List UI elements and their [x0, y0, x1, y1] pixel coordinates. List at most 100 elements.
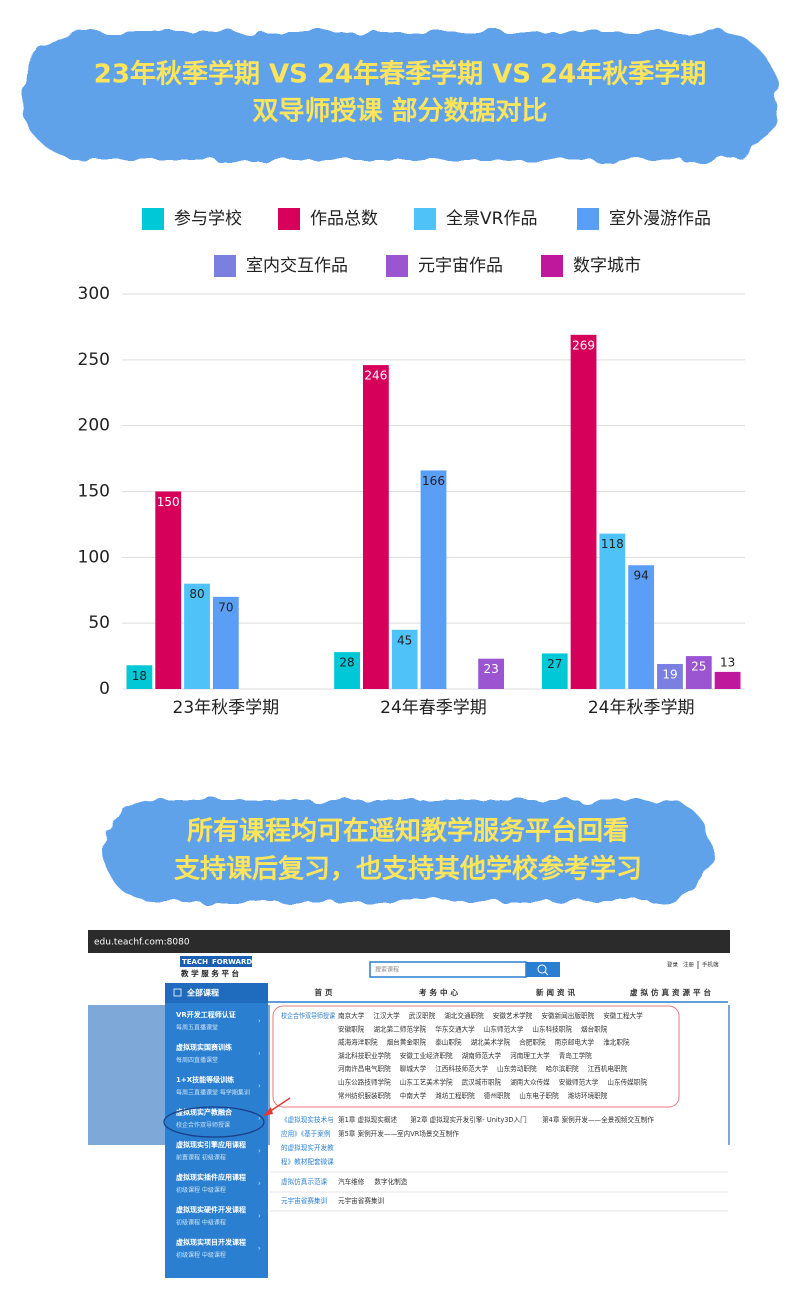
logo-text: TEACH: [182, 958, 208, 966]
highlight-ellipse: [163, 1106, 265, 1138]
bar: [541, 653, 568, 689]
sidebar: [165, 983, 268, 1278]
partner-school: 山东师范大学: [484, 1024, 524, 1033]
sidebar-item[interactable]: 虚拟现实引擎应用课程: [176, 1140, 246, 1149]
sidebar-item[interactable]: 虚拟现实产教融合: [176, 1108, 233, 1117]
top-link[interactable]: 手机端: [702, 961, 719, 969]
value-label: 94: [634, 569, 649, 583]
partner-school: 安徽师范大学: [559, 1078, 599, 1087]
value-label: 23: [483, 662, 498, 676]
arrow-head: [263, 1107, 273, 1116]
logo-box: [180, 956, 252, 967]
top-link[interactable]: 注册: [683, 961, 695, 969]
chevron: ›: [258, 1017, 261, 1025]
sidebar-item[interactable]: 1+X技能等级训练: [176, 1075, 234, 1084]
website-screenshot: edu.teachf.com:8080 TEACH FORWARD 教 学 服 …: [88, 930, 730, 1278]
sidebar-item[interactable]: 虚拟现实硬件开发课程: [176, 1205, 246, 1214]
search-button[interactable]: [526, 962, 560, 977]
top-link[interactable]: 登录: [667, 961, 679, 969]
row-item[interactable]: 元宇宙省赛集训: [338, 1196, 385, 1205]
sidebar-sub: 每周四直播课堂: [176, 1056, 218, 1064]
banner-cloud: [104, 800, 712, 902]
partner-school: 山东电子职院: [519, 1091, 559, 1100]
value-label: 13: [720, 655, 735, 669]
chevron: ›: [258, 1082, 261, 1090]
search-icon: [544, 971, 549, 976]
partner-school: 华东交通大学: [435, 1024, 475, 1033]
partner-school: 河南理工大学: [510, 1051, 550, 1060]
partner-school: 山东劳动职院: [497, 1064, 537, 1073]
sidebar-title[interactable]: 全部课程: [186, 988, 219, 998]
value-label: 18: [132, 669, 147, 683]
course-chapter[interactable]: 第2章 虚拟现实开发引擎- Unity3D入门: [410, 1115, 527, 1124]
chevron: ›: [258, 1245, 261, 1253]
row-item[interactable]: 数字化制造: [374, 1177, 407, 1186]
content-panel: [270, 1004, 728, 1278]
sidebar-item[interactable]: 虚拟现实国赛训练: [176, 1043, 232, 1052]
chevron: ›: [258, 1180, 261, 1188]
value-label: 25: [691, 660, 706, 674]
course-chapter[interactable]: 第4章 案例开发——全景视频交互制作: [542, 1115, 654, 1124]
x-tick-label: 24年春季学期: [380, 698, 487, 718]
legend-swatch: [214, 255, 236, 277]
value-label: 246: [364, 369, 387, 383]
bar: [155, 491, 182, 689]
partner-school: 江汉大学: [373, 1011, 400, 1020]
legend-label: 室外漫游作品: [609, 209, 711, 229]
row-item[interactable]: 汽车维修: [338, 1177, 365, 1186]
nav-link[interactable]: 虚拟仿真资源平台: [630, 987, 714, 997]
partner-school: 武汉城市职院: [462, 1078, 502, 1087]
partner-school: 烟台职院: [581, 1024, 608, 1033]
bar: [420, 470, 447, 689]
nav-link[interactable]: 新闻资讯: [536, 987, 578, 997]
sidebar-sub: 每周五直播课堂: [176, 1024, 218, 1032]
sidebar-item[interactable]: 虚拟现实插件应用课程: [176, 1173, 246, 1182]
partner-school: 南京邮电大学: [555, 1038, 595, 1047]
partner-school: 潍坊环境职院: [568, 1091, 608, 1100]
menu-icon: [173, 988, 182, 997]
title-banner: 23年秋季学期 VS 24年春季学期 VS 24年秋季学期 双导师授课 部分数据…: [22, 32, 778, 160]
legend-label: 室内交互作品: [246, 256, 348, 276]
sidebar-sub: 初级课程 中级课程: [176, 1251, 226, 1259]
partner-school: 威海海洋职院: [338, 1038, 378, 1047]
legend-swatch: [541, 255, 563, 277]
legend-label: 参与学校: [174, 209, 242, 229]
sidebar-sub: 每周三直播课堂 每学期集训: [176, 1089, 250, 1097]
info-banner: 所有课程均可在遥知教学服务平台回看 支持课后复习，也支持其他学校参考学习: [104, 800, 712, 902]
bar: [212, 596, 239, 689]
value-label: 28: [339, 656, 354, 670]
partner-school: 江西科技师范大学: [435, 1064, 488, 1073]
sidebar-sub: 初级课程 中级课程: [176, 1186, 226, 1194]
nav-link[interactable]: 考务中心: [419, 987, 461, 997]
y-tick-label: 50: [88, 613, 110, 633]
partner-school: 安徽新闻出版职院: [541, 1011, 594, 1020]
partner-school: 淮北职院: [603, 1038, 630, 1047]
partner-school: 中南大学: [400, 1091, 427, 1100]
value-label: 166: [422, 474, 445, 488]
partner-school: 武汉职院: [409, 1011, 436, 1020]
legend-swatch: [142, 208, 164, 230]
partner-school: 河南许昌电气职院: [338, 1064, 391, 1073]
x-tick-label: 24年秋季学期: [588, 698, 695, 718]
partner-school: 安徽工程大学: [603, 1011, 643, 1020]
value-label: 150: [157, 495, 180, 509]
search-icon: [537, 964, 547, 974]
row-label: 元宇宙省赛集训: [281, 1196, 328, 1205]
course-chapter[interactable]: 第1章 虚拟现实概述: [338, 1115, 397, 1124]
partner-school: 湖北美术学院: [471, 1038, 511, 1047]
sidebar-item[interactable]: VR开发工程师认证: [176, 1010, 236, 1019]
value-label: 269: [572, 338, 595, 352]
partner-school: 哈尔滨职院: [546, 1064, 579, 1073]
sidebar-item[interactable]: 虚拟现实项目开发课程: [176, 1238, 246, 1247]
chevron: ›: [258, 1212, 261, 1220]
course-label: 应用》《基于案例: [281, 1129, 331, 1138]
partner-school: 江西机电职院: [588, 1064, 628, 1073]
legend-label: 全景VR作品: [446, 209, 537, 229]
nav-link[interactable]: 首页: [315, 987, 336, 997]
legend-swatch: [386, 255, 408, 277]
row-label: 虚拟仿真示范课: [281, 1177, 328, 1186]
bar: [628, 565, 655, 689]
course-chapter[interactable]: 第5章 案例开发——室内VR场景交互制作: [338, 1129, 459, 1138]
course-label: 程》教材配套微课: [281, 1157, 334, 1166]
